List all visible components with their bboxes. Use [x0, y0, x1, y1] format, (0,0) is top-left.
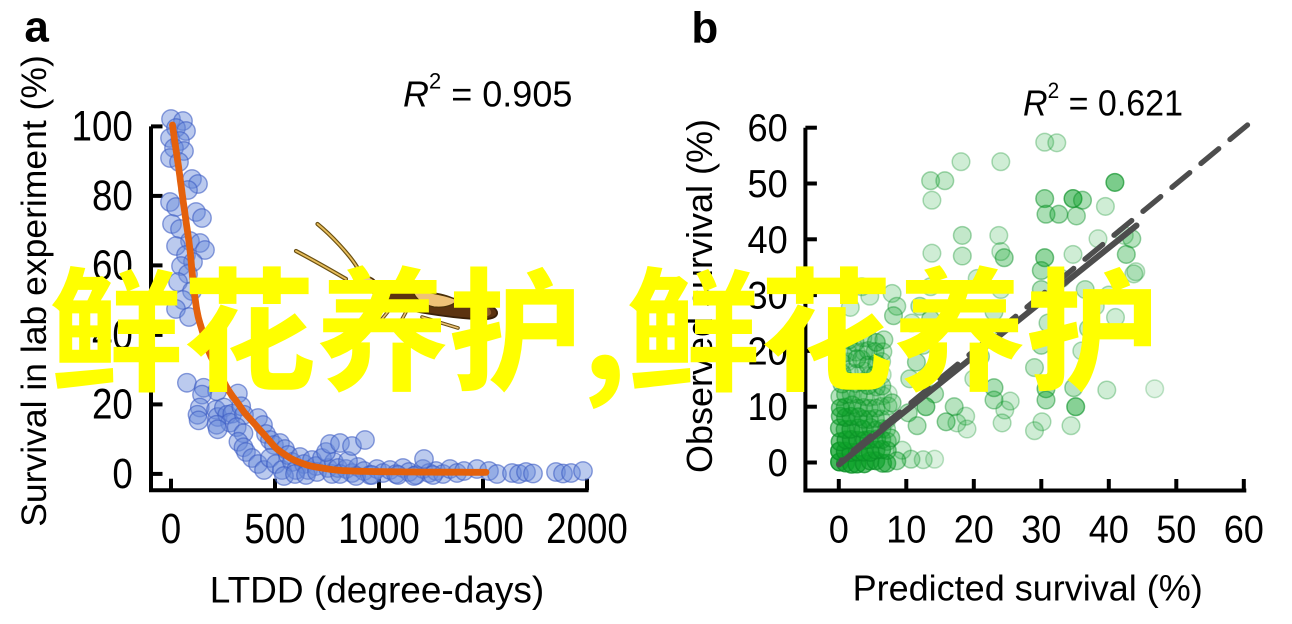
svg-text:LTDD (degree-days): LTDD (degree-days)	[210, 570, 544, 611]
svg-text:0: 0	[829, 508, 849, 552]
svg-text:R2 = 0.621: R2 = 0.621	[1023, 78, 1183, 124]
svg-text:30: 30	[1021, 508, 1061, 552]
svg-text:R2 = 0.905: R2 = 0.905	[403, 69, 572, 115]
svg-text:60: 60	[747, 107, 787, 151]
svg-text:1500: 1500	[442, 505, 524, 552]
svg-text:20: 20	[92, 381, 133, 428]
svg-text:20: 20	[954, 508, 994, 552]
svg-text:50: 50	[1156, 508, 1196, 552]
svg-text:100: 100	[72, 103, 133, 150]
svg-text:10: 10	[886, 508, 926, 552]
svg-text:2000: 2000	[546, 505, 628, 552]
svg-text:40: 40	[747, 218, 787, 262]
svg-text:1000: 1000	[338, 505, 420, 552]
svg-text:0: 0	[112, 451, 132, 498]
svg-text:0: 0	[161, 505, 181, 552]
svg-text:50: 50	[747, 163, 787, 207]
svg-text:a: a	[24, 3, 49, 52]
svg-text:0: 0	[768, 442, 788, 486]
svg-text:b: b	[691, 4, 718, 53]
svg-text:80: 80	[92, 173, 133, 220]
svg-text:40: 40	[1089, 508, 1129, 552]
svg-text:Survival in lab experiment (%): Survival in lab experiment (%)	[14, 55, 54, 527]
svg-text:10: 10	[747, 386, 787, 430]
svg-text:500: 500	[244, 505, 305, 552]
svg-text:60: 60	[1224, 508, 1264, 552]
svg-text:Predicted survival (%): Predicted survival (%)	[853, 567, 1203, 608]
